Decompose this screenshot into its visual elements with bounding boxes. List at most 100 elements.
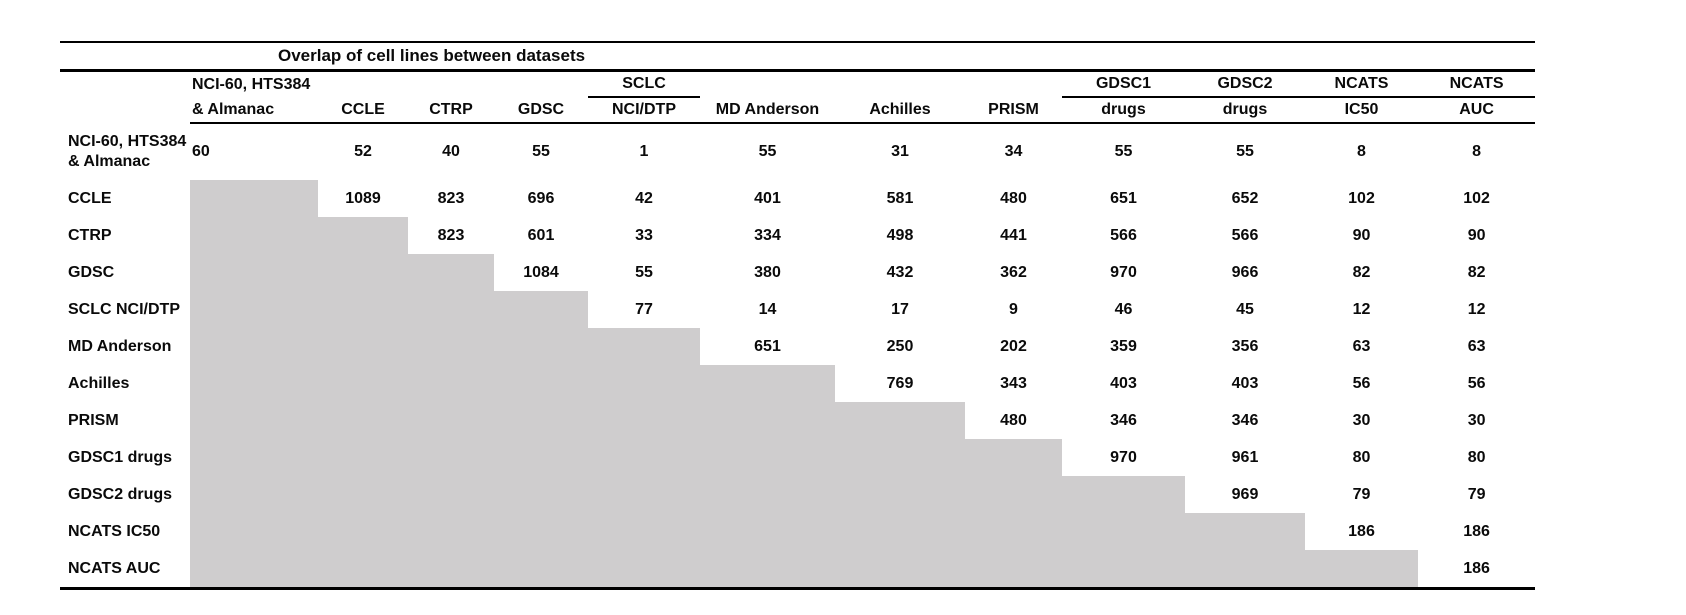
shaded-cell bbox=[700, 513, 835, 550]
matrix-cell: 90 bbox=[1467, 226, 1486, 244]
shaded-cell bbox=[588, 476, 700, 513]
matrix-cell: 601 bbox=[527, 226, 555, 244]
matrix-cell: 55 bbox=[1236, 143, 1254, 161]
row-label-line: Achilles bbox=[68, 374, 130, 392]
row-label: CTRP bbox=[60, 217, 190, 254]
matrix-cell: 63 bbox=[1467, 337, 1486, 355]
row-label: GDSC2 drugs bbox=[60, 476, 190, 513]
row-label-line: NCATS AUC bbox=[68, 559, 161, 577]
shaded-cell bbox=[700, 439, 835, 476]
row-label-line: GDSC bbox=[68, 263, 115, 281]
matrix-cell: 401 bbox=[754, 189, 781, 207]
shaded-cell bbox=[965, 550, 1062, 590]
shaded-cell bbox=[588, 550, 700, 590]
matrix-cell: 8 bbox=[1472, 143, 1482, 161]
matrix-cell: 441 bbox=[1000, 226, 1027, 244]
matrix-cell: 250 bbox=[886, 337, 914, 355]
shaded-cell bbox=[190, 365, 318, 402]
shaded-cell bbox=[700, 402, 835, 439]
shaded-cell bbox=[588, 365, 700, 402]
shaded-cell bbox=[318, 254, 408, 291]
table-row: GDSC 1084 55 380 432 362 970 966 82 82 bbox=[60, 254, 1535, 291]
row-label-line: & Almanac bbox=[68, 152, 151, 170]
column-header-11: AUC bbox=[1418, 97, 1536, 124]
shaded-cell bbox=[700, 550, 835, 590]
matrix-cell: 823 bbox=[437, 226, 465, 244]
row-label: CCLE bbox=[60, 180, 190, 217]
column-header-group-3 bbox=[494, 71, 588, 98]
matrix-cell: 60 bbox=[192, 143, 210, 161]
shaded-cell bbox=[494, 291, 588, 328]
table-row: NCATS AUC 186 bbox=[60, 550, 1536, 590]
shaded-cell bbox=[588, 513, 700, 550]
shaded-cell bbox=[1185, 550, 1305, 590]
row-label: NCATS AUC bbox=[60, 550, 190, 590]
shaded-cell bbox=[190, 402, 318, 439]
shaded-cell bbox=[1185, 513, 1305, 550]
shaded-cell bbox=[190, 254, 318, 291]
column-header-4: NCI/DTP bbox=[588, 97, 700, 124]
column-header-6: Achilles bbox=[835, 97, 965, 124]
matrix-cell: 80 bbox=[1352, 448, 1371, 466]
row-label-line: NCATS IC50 bbox=[68, 522, 161, 540]
matrix-cell: 17 bbox=[891, 300, 909, 318]
matrix-cell: 31 bbox=[891, 143, 909, 161]
matrix-cell: 33 bbox=[635, 226, 653, 244]
column-header-group-1 bbox=[318, 71, 408, 98]
table-row: PRISM 480 346 346 30 30 bbox=[60, 402, 1535, 439]
shaded-cell bbox=[190, 180, 318, 217]
matrix-cell: 82 bbox=[1352, 263, 1371, 281]
shaded-cell bbox=[700, 476, 835, 513]
table-row: CTRP 823 601 33 334 498 441 566 566 90 90 bbox=[60, 217, 1535, 254]
matrix-cell: 970 bbox=[1110, 448, 1137, 466]
matrix-cell: 970 bbox=[1110, 263, 1137, 281]
shaded-cell bbox=[494, 550, 588, 590]
shaded-cell bbox=[588, 439, 700, 476]
shaded-cell bbox=[318, 476, 408, 513]
shaded-cell bbox=[588, 402, 700, 439]
row-label: GDSC bbox=[60, 254, 190, 291]
row-label-line: PRISM bbox=[68, 411, 119, 429]
row-label: NCI-60, HTS384 & Almanac bbox=[60, 123, 190, 180]
column-header-10: IC50 bbox=[1305, 97, 1418, 124]
row-label: SCLC NCI/DTP bbox=[60, 291, 190, 328]
column-header-5: MD Anderson bbox=[700, 97, 835, 124]
matrix-cell: 52 bbox=[354, 143, 372, 161]
table-row: NCATS IC50 186 186 bbox=[60, 513, 1535, 550]
shaded-cell bbox=[1062, 513, 1185, 550]
matrix-cell: 346 bbox=[1231, 411, 1259, 429]
row-label-line: SCLC NCI/DTP bbox=[68, 300, 180, 318]
matrix-cell: 102 bbox=[1348, 189, 1375, 207]
matrix-cell: 12 bbox=[1352, 300, 1371, 318]
row-label: Achilles bbox=[60, 365, 190, 402]
matrix-cell: 42 bbox=[635, 189, 653, 207]
matrix-cell: 1 bbox=[639, 143, 649, 161]
shaded-cell bbox=[318, 328, 408, 365]
matrix-cell: 566 bbox=[1231, 226, 1259, 244]
shaded-cell bbox=[588, 328, 700, 365]
shaded-cell bbox=[494, 476, 588, 513]
shaded-cell bbox=[190, 550, 318, 590]
table-row: SCLC NCI/DTP 77 14 17 9 46 45 12 12 bbox=[60, 291, 1535, 328]
shaded-cell bbox=[965, 476, 1062, 513]
matrix-cell: 769 bbox=[886, 374, 914, 392]
shaded-cell bbox=[318, 402, 408, 439]
shaded-cell bbox=[408, 328, 494, 365]
shaded-cell bbox=[318, 291, 408, 328]
matrix-cell: 823 bbox=[437, 189, 465, 207]
shaded-cell bbox=[318, 365, 408, 402]
matrix-cell: 45 bbox=[1236, 300, 1254, 318]
matrix-cell: 480 bbox=[1000, 189, 1027, 207]
shaded-cell bbox=[318, 217, 408, 254]
shaded-cell bbox=[190, 328, 318, 365]
matrix-cell: 651 bbox=[754, 337, 781, 355]
table-title-row: Overlap of cell lines between datasets bbox=[60, 41, 1536, 72]
matrix-cell: 356 bbox=[1231, 337, 1259, 355]
matrix-cell: 961 bbox=[1231, 448, 1259, 466]
shaded-cell bbox=[1305, 550, 1418, 590]
shaded-cell bbox=[408, 476, 494, 513]
table-row: GDSC2 drugs 969 79 79 bbox=[60, 476, 1535, 513]
column-header-group-11: NCATS bbox=[1418, 70, 1536, 98]
matrix-cell: 55 bbox=[532, 143, 550, 161]
